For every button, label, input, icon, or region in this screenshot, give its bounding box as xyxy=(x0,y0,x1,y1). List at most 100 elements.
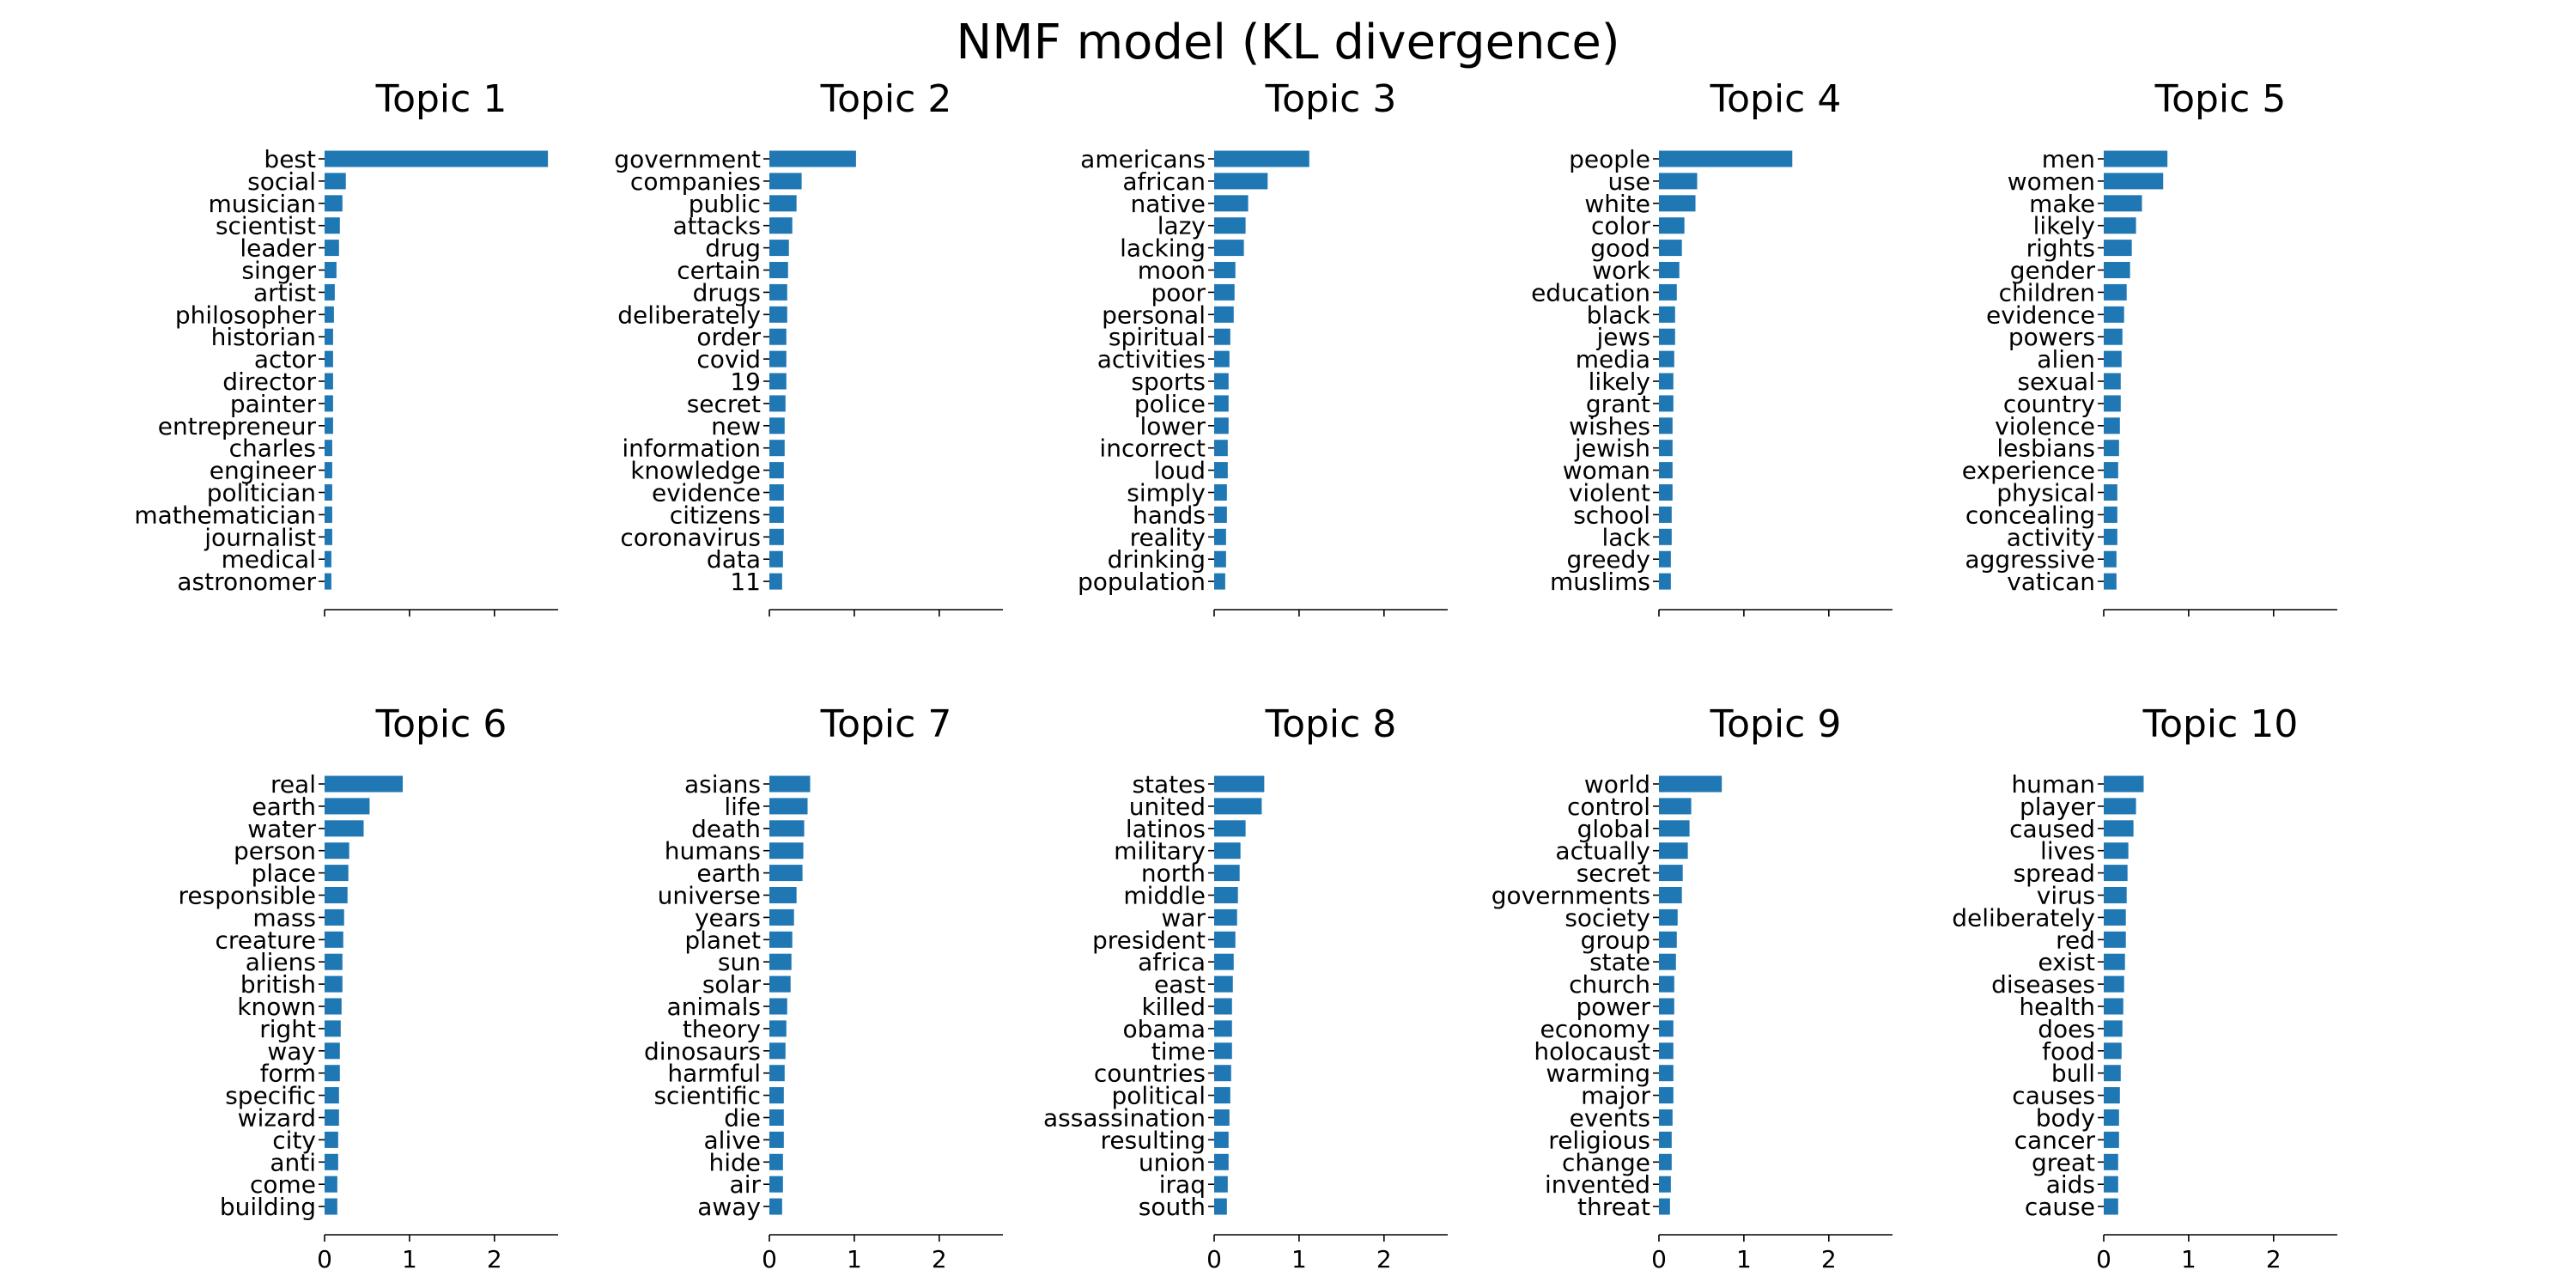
category-label: good xyxy=(1590,234,1650,263)
bar xyxy=(1659,1176,1671,1193)
category-label: latinos xyxy=(1126,815,1206,843)
category-label: evidence xyxy=(1986,301,2095,329)
bar xyxy=(769,865,803,882)
topic-panel: Topic 4 peopleusewhitecolorgoodworkeducat… xyxy=(1531,77,1893,617)
category-label: holocaust xyxy=(1534,1037,1650,1066)
bar xyxy=(769,328,787,345)
bar xyxy=(1214,1131,1229,1148)
bar xyxy=(1659,283,1677,301)
bar xyxy=(1659,798,1692,815)
category-label: major xyxy=(1581,1082,1650,1110)
bar xyxy=(769,373,787,390)
bar xyxy=(325,798,370,815)
bar xyxy=(1659,953,1676,970)
bar xyxy=(769,195,797,212)
category-label: world xyxy=(1584,770,1650,799)
category-label: astronomer xyxy=(177,568,316,596)
bar xyxy=(2104,975,2124,993)
bar xyxy=(1214,440,1228,457)
panel-title: Topic 6 xyxy=(375,702,507,746)
bar xyxy=(1214,887,1238,903)
category-label: new xyxy=(711,412,761,440)
topic-panel: Topic 7 asianslifedeathhumansearthunivers… xyxy=(644,702,1003,1273)
category-label: information xyxy=(622,434,761,463)
bar xyxy=(325,1153,338,1170)
bar xyxy=(769,484,784,501)
bar xyxy=(1214,573,1225,590)
bar xyxy=(1214,195,1249,212)
bar xyxy=(1214,1065,1231,1082)
category-label: powers xyxy=(2008,323,2095,351)
bar xyxy=(2104,173,2164,190)
category-label: alien xyxy=(2037,345,2095,374)
category-label: woman xyxy=(1563,457,1650,485)
bar xyxy=(325,417,333,434)
category-label: real xyxy=(270,770,316,799)
category-label: secret xyxy=(1577,860,1650,888)
category-label: wizard xyxy=(238,1104,316,1133)
category-label: united xyxy=(1129,793,1206,821)
category-label: middle xyxy=(1123,882,1206,910)
category-label: society xyxy=(1564,903,1650,932)
bar xyxy=(769,820,805,837)
bar xyxy=(1214,1109,1230,1126)
bar xyxy=(325,1176,337,1193)
category-label: exist xyxy=(2038,948,2095,976)
panel-title: Topic 10 xyxy=(2142,702,2299,746)
category-label: violent xyxy=(1569,479,1650,507)
bar xyxy=(325,1109,339,1126)
bar xyxy=(1214,240,1244,257)
category-label: asians xyxy=(684,770,761,799)
bar xyxy=(2104,195,2142,212)
bar xyxy=(1214,842,1241,860)
bar xyxy=(1659,440,1673,457)
bar xyxy=(1659,195,1696,212)
bar xyxy=(325,150,549,167)
bar xyxy=(2104,462,2118,479)
category-label: artist xyxy=(253,278,316,307)
x-tick-label: 0 xyxy=(317,1245,332,1273)
category-label: philosopher xyxy=(175,301,317,329)
category-label: aids xyxy=(2046,1170,2095,1199)
bar xyxy=(2104,887,2127,903)
bar xyxy=(325,240,339,257)
category-label: east xyxy=(1154,970,1206,999)
bar xyxy=(769,1198,782,1215)
category-label: scientific xyxy=(653,1082,761,1110)
bar xyxy=(325,953,343,970)
bar xyxy=(769,528,784,545)
category-label: use xyxy=(1607,167,1650,196)
category-label: body xyxy=(2036,1104,2095,1133)
category-label: work xyxy=(1592,257,1651,285)
bar xyxy=(1214,550,1226,568)
category-label: invented xyxy=(1545,1170,1650,1199)
bar xyxy=(325,506,332,523)
bar xyxy=(2104,573,2117,590)
category-label: does xyxy=(2038,1015,2095,1043)
category-label: poor xyxy=(1151,278,1206,307)
bar xyxy=(769,887,797,903)
category-label: companies xyxy=(630,167,761,196)
category-label: government xyxy=(614,145,761,173)
x-tick-label: 1 xyxy=(1736,1245,1752,1273)
bar xyxy=(1214,173,1268,190)
bar xyxy=(325,217,340,234)
topic-panel: Topic 2governmentcompaniespublicattacksd… xyxy=(614,77,1003,617)
category-label: coronavirus xyxy=(620,523,761,551)
category-label: food xyxy=(2042,1037,2095,1066)
bar xyxy=(769,350,787,368)
category-label: life xyxy=(724,793,761,821)
category-label: knowledge xyxy=(630,457,761,485)
bar xyxy=(769,217,793,234)
bar xyxy=(1214,217,1246,234)
category-label: state xyxy=(1589,948,1650,976)
x-tick-label: 1 xyxy=(1291,1245,1307,1273)
topic-panels: Topic 1 bestsocialmusicianscientistleader… xyxy=(134,77,2337,1273)
topic-panel: Topic 5 menwomenmakelikelyrightsgenderchi… xyxy=(1962,77,2337,617)
category-label: hands xyxy=(1133,501,1206,529)
bar xyxy=(325,173,346,190)
bar xyxy=(325,1042,340,1060)
category-label: reality xyxy=(1130,523,1206,551)
bar xyxy=(325,440,332,457)
category-label: south xyxy=(1139,1193,1206,1221)
